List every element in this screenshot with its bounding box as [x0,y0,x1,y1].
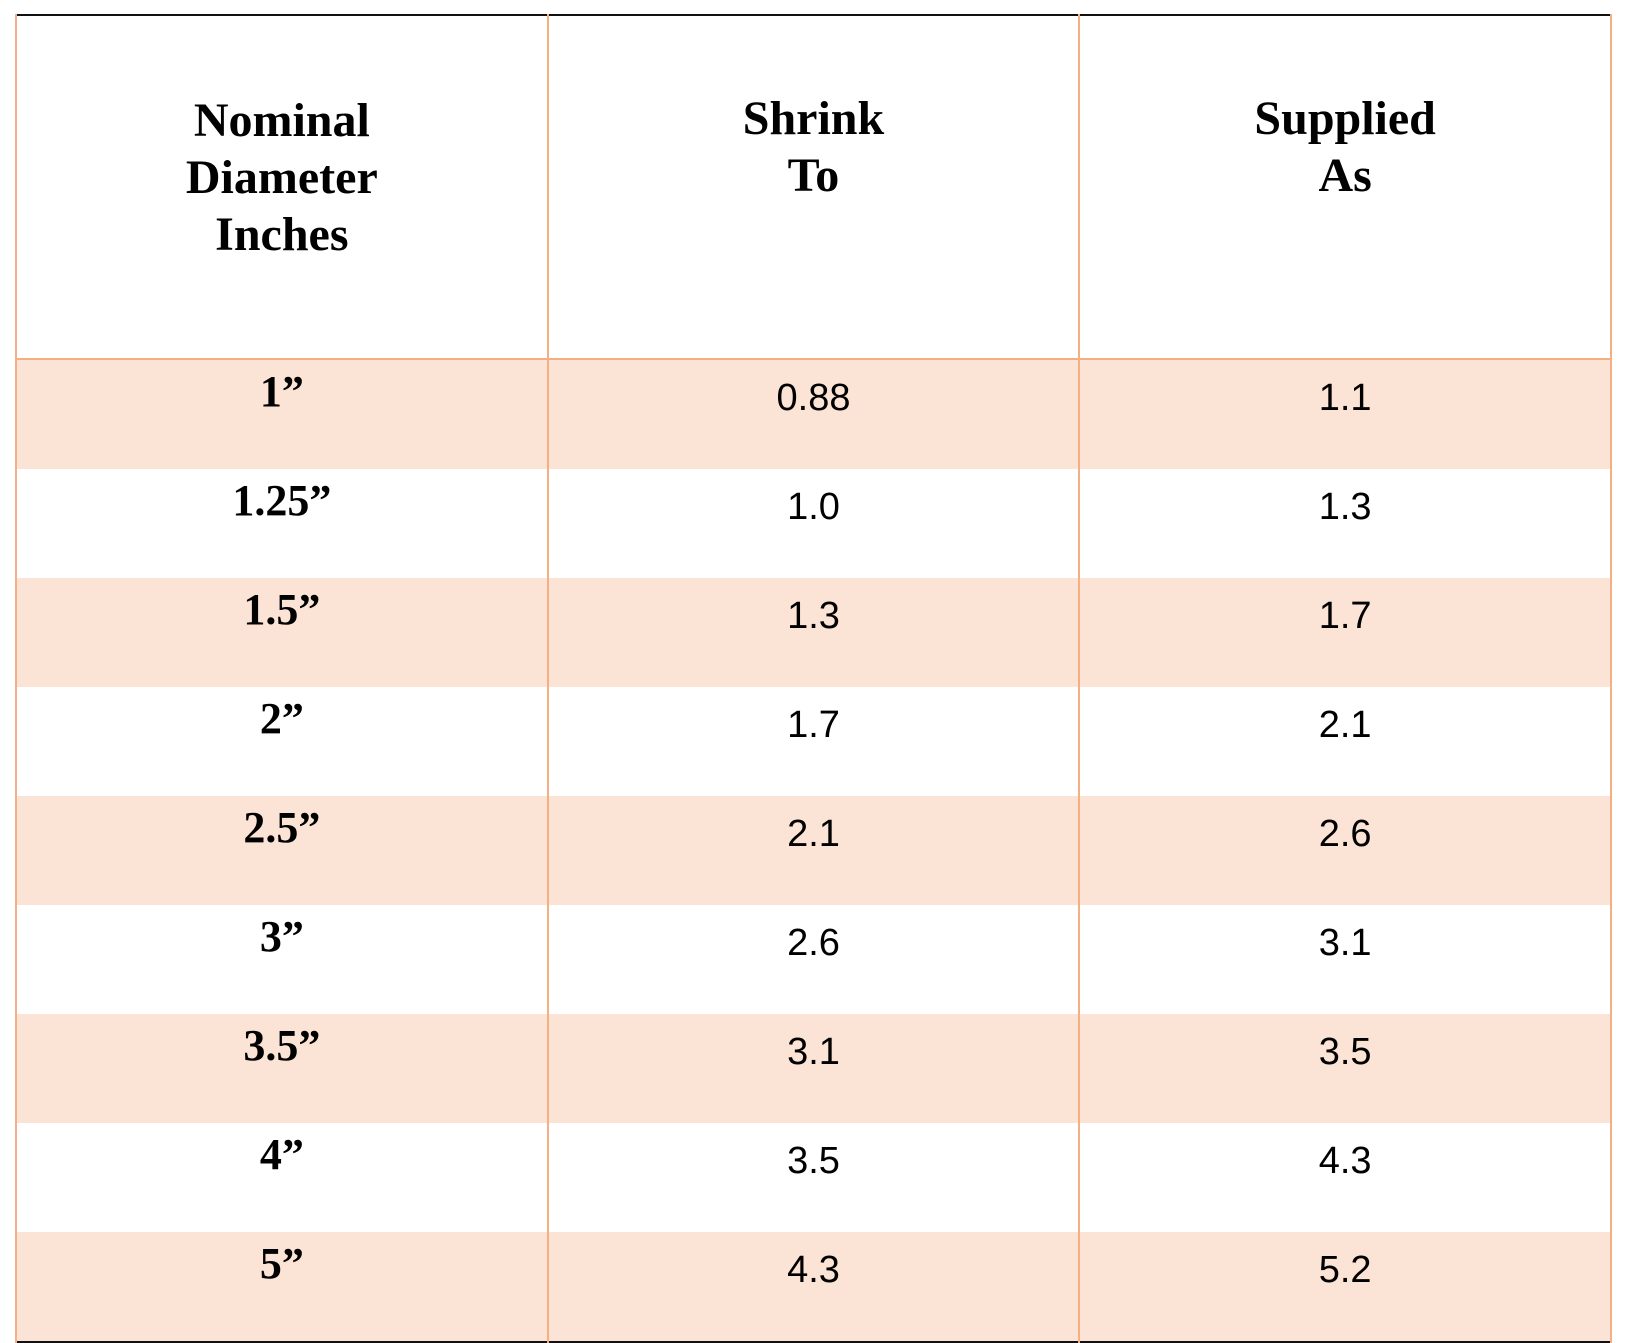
header-row: Nominal Diameter Inches Shrink To Suppli… [15,15,1612,360]
header-text: Inches [215,207,349,261]
table-row: 5” 4.3 5.2 [15,1232,1612,1342]
header-supplied-as: Supplied As [1078,15,1612,360]
shrink-to-cell: 1.3 [546,578,1081,687]
table-row: 1” 0.88 1.1 [15,359,1612,469]
header-nominal-diameter: Nominal Diameter Inches [15,15,549,360]
nominal-diameter-cell: 1.5” [15,578,549,687]
nominal-diameter-cell: 3.5” [15,1014,549,1123]
header-text: Supplied [1254,92,1436,145]
shrink-to-cell: 1.0 [546,469,1081,578]
shrink-size-table: Nominal Diameter Inches Shrink To Suppli… [15,14,1612,1343]
shrink-to-cell: 4.3 [546,1232,1081,1342]
header-shrink-to: Shrink To [546,15,1081,360]
supplied-as-cell: 2.1 [1078,687,1612,796]
supplied-as-cell: 4.3 [1078,1123,1612,1232]
header-text: Shrink [742,92,885,145]
shrink-to-cell: 2.1 [546,796,1081,905]
supplied-as-cell: 3.1 [1078,905,1612,1014]
header-text: Diameter [185,150,378,204]
table-row: 3” 2.6 3.1 [15,905,1612,1014]
shrink-to-cell: 2.6 [546,905,1081,1014]
nominal-diameter-cell: 1.25” [15,469,549,578]
shrink-to-cell: 3.5 [546,1123,1081,1232]
supplied-as-cell: 2.6 [1078,796,1612,905]
nominal-diameter-cell: 3” [15,905,549,1014]
header-text: As [1318,149,1372,202]
supplied-as-cell: 1.7 [1078,578,1612,687]
supplied-as-cell: 1.1 [1078,359,1612,469]
nominal-diameter-cell: 4” [15,1123,549,1232]
nominal-diameter-cell: 2” [15,687,549,796]
table-row: 3.5” 3.1 3.5 [15,1014,1612,1123]
shrink-to-cell: 3.1 [546,1014,1081,1123]
nominal-diameter-cell: 2.5” [15,796,549,905]
supplied-as-cell: 5.2 [1078,1232,1612,1342]
shrink-to-cell: 0.88 [546,359,1081,469]
table-row: 2” 1.7 2.1 [15,687,1612,796]
shrink-to-cell: 1.7 [546,687,1081,796]
table-row: 1.25” 1.0 1.3 [15,469,1612,578]
header-text: Nominal [193,93,370,147]
table-row: 4” 3.5 4.3 [15,1123,1612,1232]
nominal-diameter-cell: 1” [15,359,549,469]
table-row: 1.5” 1.3 1.7 [15,578,1612,687]
header-text: To [787,149,840,202]
table-row: 2.5” 2.1 2.6 [15,796,1612,905]
supplied-as-cell: 3.5 [1078,1014,1612,1123]
supplied-as-cell: 1.3 [1078,469,1612,578]
nominal-diameter-cell: 5” [15,1232,549,1342]
